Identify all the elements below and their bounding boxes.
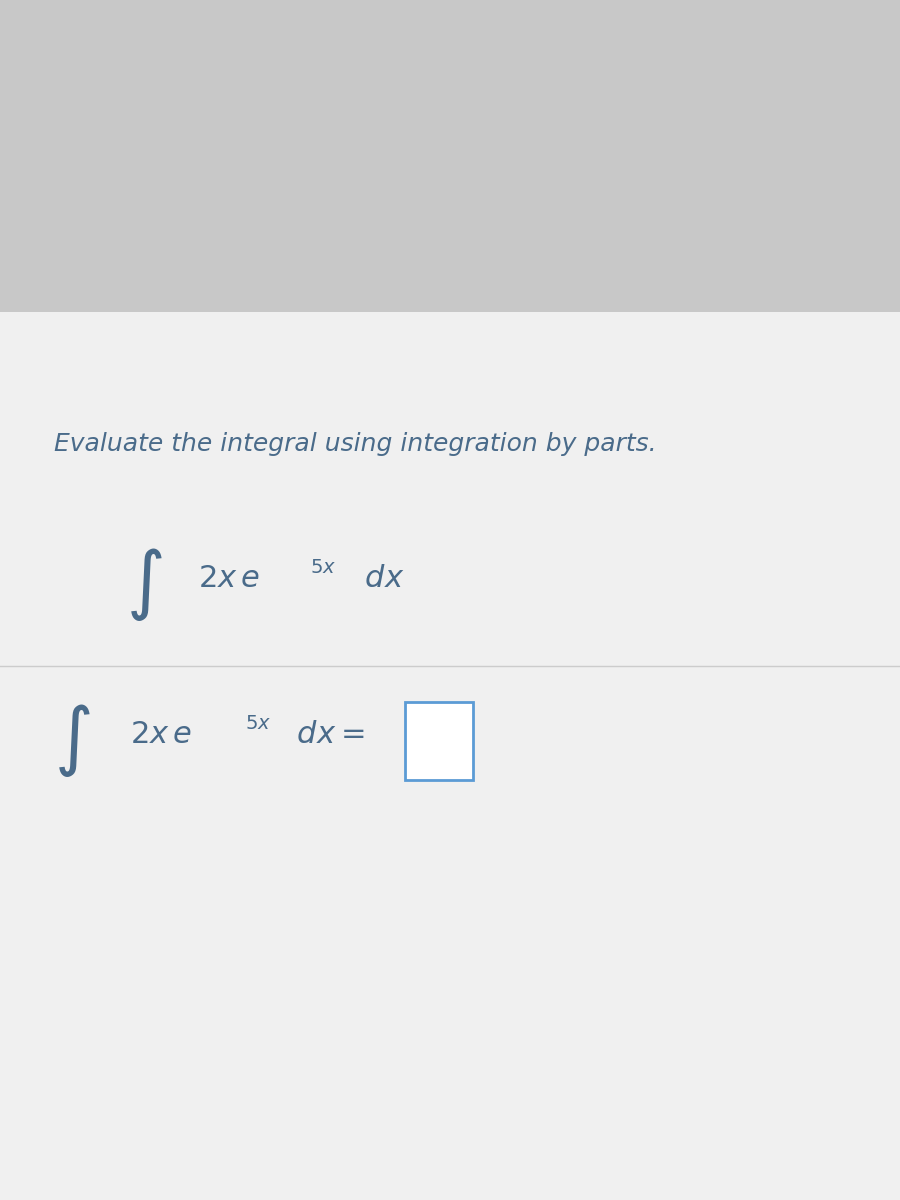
Text: $5x$: $5x$ bbox=[245, 714, 271, 733]
Text: $\, dx =$: $\, dx =$ bbox=[292, 720, 365, 749]
Text: $2x\, e$: $2x\, e$ bbox=[198, 564, 260, 593]
Text: $2x\, e$: $2x\, e$ bbox=[130, 720, 193, 749]
Text: $\, dx$: $\, dx$ bbox=[360, 564, 405, 593]
Text: Evaluate the integral using integration by parts.: Evaluate the integral using integration … bbox=[54, 432, 657, 456]
Text: $\int$: $\int$ bbox=[126, 546, 163, 623]
FancyBboxPatch shape bbox=[0, 312, 900, 1200]
Text: $\int$: $\int$ bbox=[54, 702, 91, 779]
FancyBboxPatch shape bbox=[0, 0, 900, 324]
FancyBboxPatch shape bbox=[405, 702, 472, 780]
Text: $5x$: $5x$ bbox=[310, 558, 337, 577]
